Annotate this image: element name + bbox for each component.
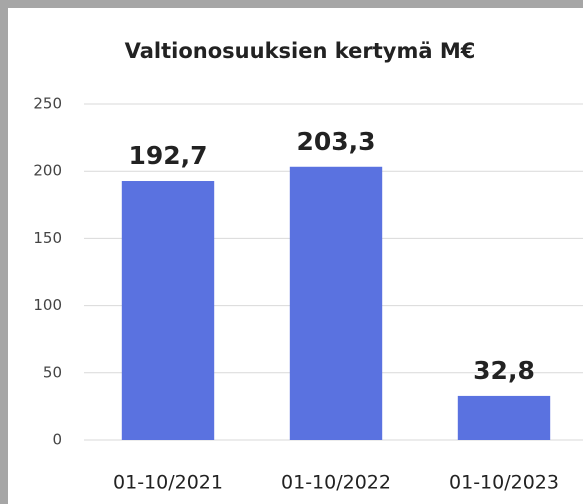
- y-tick-label: 100: [33, 296, 62, 314]
- bar: [457, 395, 551, 440]
- data-label: 32,8: [473, 356, 535, 385]
- x-tick-label: 01-10/2022: [281, 472, 391, 494]
- y-tick-label: 50: [43, 363, 62, 381]
- bar: [121, 181, 215, 440]
- data-label: 192,7: [128, 141, 207, 170]
- x-tick-label: 01-10/2021: [113, 472, 223, 494]
- data-label: 203,3: [296, 127, 375, 156]
- chart-title: Valtionosuuksien kertymä M€: [125, 39, 476, 63]
- y-tick-label: 150: [33, 229, 62, 247]
- y-tick-label: 0: [52, 431, 62, 449]
- x-tick-label: 01-10/2023: [449, 472, 559, 494]
- y-tick-label: 250: [33, 95, 62, 113]
- bar: [289, 166, 383, 440]
- y-tick-label: 200: [33, 162, 62, 180]
